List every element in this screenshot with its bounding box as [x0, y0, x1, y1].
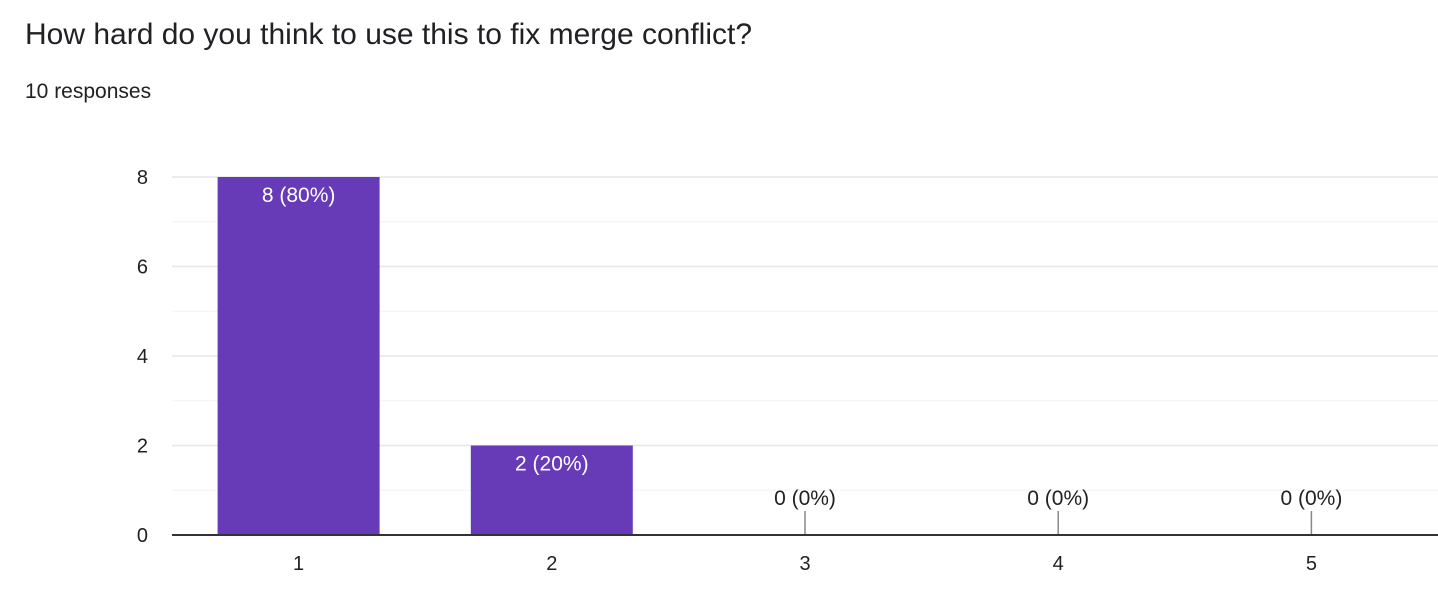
x-tick-label: 4	[1053, 553, 1064, 575]
data-label: 0 (0%)	[774, 487, 836, 510]
bar	[217, 177, 380, 535]
data-label: 0 (0%)	[1027, 487, 1089, 510]
data-label: 0 (0%)	[1280, 487, 1342, 510]
x-tick-label: 5	[1306, 553, 1317, 575]
x-tick-label: 3	[799, 553, 810, 575]
y-tick-label: 2	[137, 436, 148, 458]
data-labels: 8 (80%) 2 (20%) 0 (0%) 0 (0%) 0 (0%)	[262, 184, 1342, 510]
y-tick-label: 0	[137, 525, 148, 547]
data-label: 2 (20%)	[515, 453, 589, 476]
responses-count: 10 responses	[25, 80, 152, 103]
data-label: 8 (80%)	[262, 184, 336, 207]
y-tick-label: 6	[137, 257, 148, 279]
x-tick-label: 2	[546, 553, 557, 575]
y-axis-ticks: 0 2 4 6 8	[137, 167, 148, 547]
gridlines	[172, 176, 1438, 491]
bar	[470, 445, 633, 535]
chart-title: How hard do you think to use this to fix…	[25, 18, 753, 51]
y-tick-label: 4	[137, 346, 148, 368]
x-tick-label: 1	[293, 553, 304, 575]
x-axis-ticks: 1 2 3 4 5	[293, 553, 1317, 575]
bars	[217, 177, 1313, 535]
y-tick-label: 8	[137, 167, 148, 189]
